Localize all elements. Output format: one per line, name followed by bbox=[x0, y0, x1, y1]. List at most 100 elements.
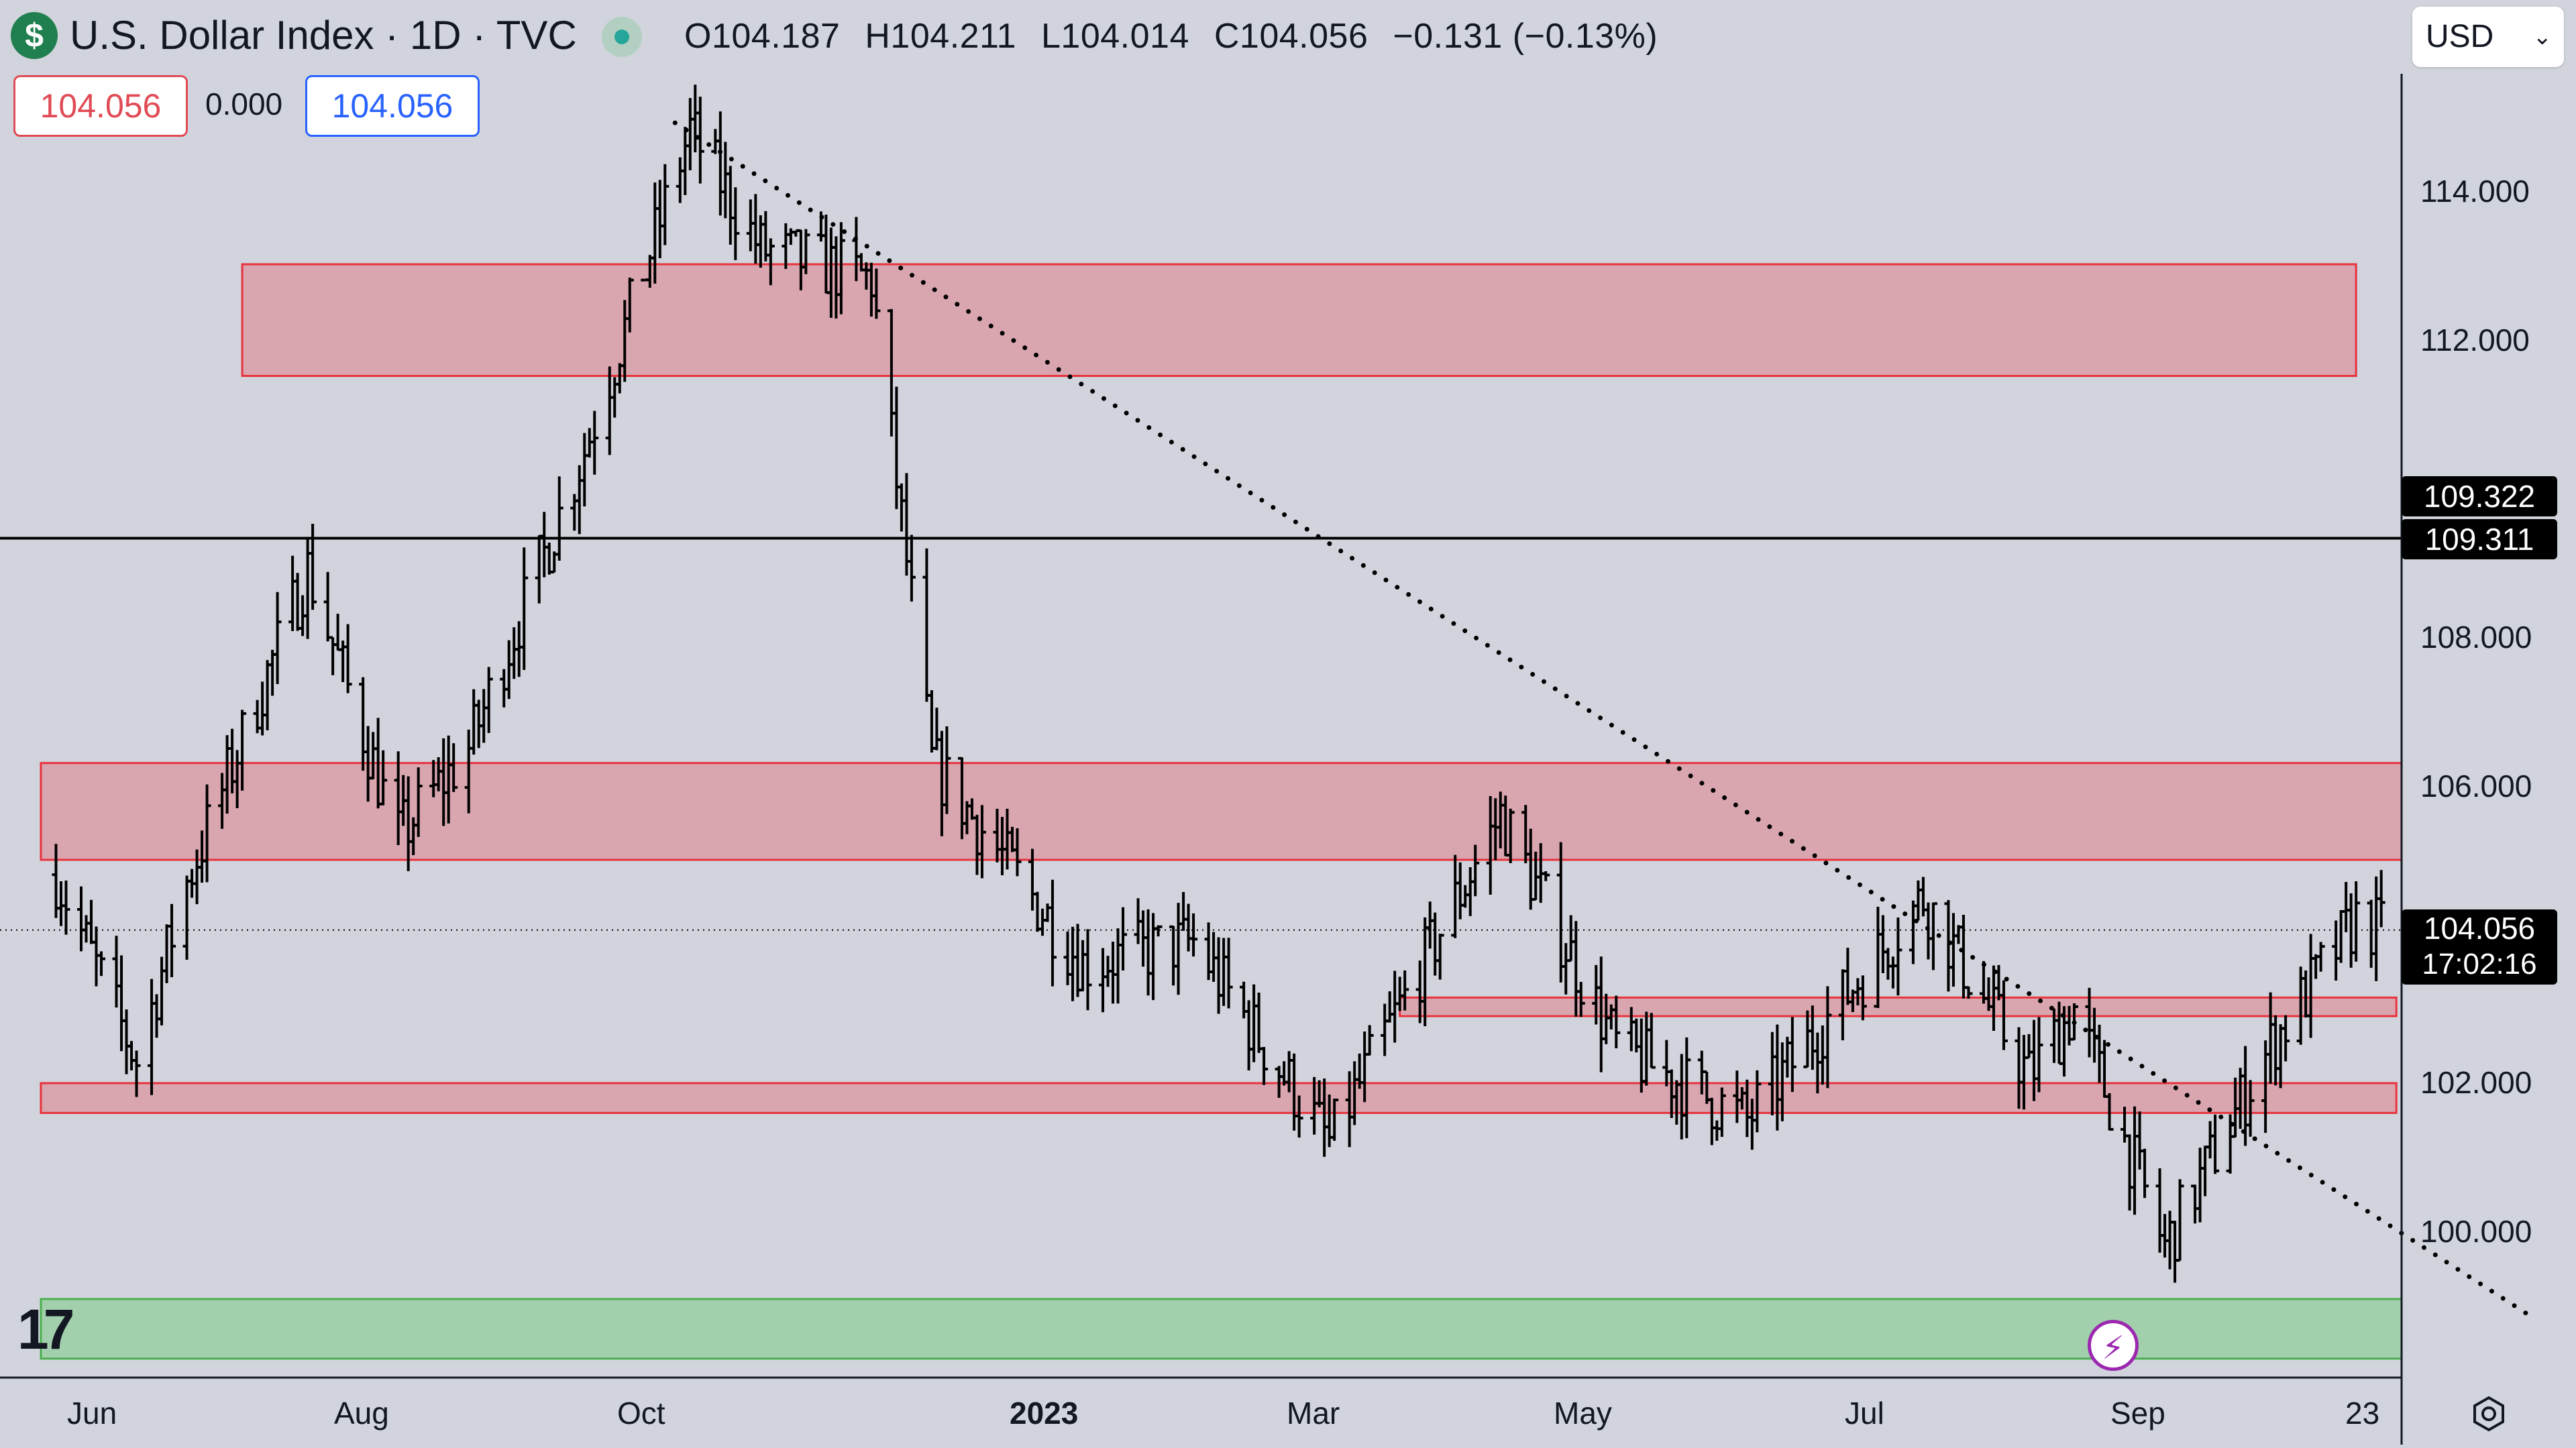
ohlc-bar bbox=[892, 386, 901, 510]
ohlc-bar bbox=[148, 979, 156, 1095]
time-tick: Mar bbox=[1287, 1396, 1340, 1431]
ohlc-bar bbox=[117, 955, 126, 1052]
ohlc-bar bbox=[1909, 900, 1917, 964]
ohlc-bar bbox=[1169, 925, 1178, 986]
hline-price-label[interactable]: 109.322 bbox=[2402, 476, 2557, 516]
ohlc-bar bbox=[132, 1050, 141, 1097]
settings-icon[interactable] bbox=[2469, 1394, 2509, 1434]
ohlc-bar bbox=[1924, 902, 1933, 960]
ohlc-bar bbox=[2316, 942, 2325, 972]
currency-select[interactable]: USD ⌄ bbox=[2412, 7, 2564, 67]
ohlc-bar bbox=[1254, 992, 1263, 1053]
ohlc-bar bbox=[1713, 1120, 1721, 1141]
ohlc-bar bbox=[1929, 902, 1937, 970]
ohlc-bar bbox=[922, 548, 931, 702]
ohlc-bar bbox=[1788, 1017, 1796, 1093]
ohlc-bar bbox=[1391, 970, 1399, 1043]
ohlc-bar bbox=[1184, 903, 1193, 952]
ohlc-bar bbox=[1224, 938, 1233, 1009]
ohlc-bar bbox=[1260, 1047, 1269, 1085]
resistance-zone-mid[interactable] bbox=[40, 762, 2403, 861]
ohlc-bar bbox=[575, 465, 584, 535]
ohlc-close: C104.056 bbox=[1214, 17, 1368, 56]
ohlc-bar bbox=[802, 229, 810, 274]
ohlc-bar bbox=[2135, 1111, 2144, 1170]
price-tick: 102.000 bbox=[2420, 1065, 2532, 1100]
ohlc-bar bbox=[580, 433, 589, 507]
trendline[interactable] bbox=[672, 120, 2530, 1317]
ohlc-bar bbox=[122, 1009, 131, 1074]
ohlc-bar bbox=[1466, 867, 1474, 916]
market-status-icon[interactable] bbox=[602, 17, 642, 57]
ohlc-bar bbox=[1576, 981, 1585, 1017]
ohlc-bar bbox=[56, 881, 65, 926]
ohlc-bar bbox=[329, 636, 337, 675]
ohlc-bar bbox=[681, 127, 690, 195]
ohlc-bar bbox=[1073, 924, 1082, 997]
ohlc-bar bbox=[1174, 903, 1183, 995]
ohlc-bar bbox=[504, 640, 513, 700]
tradingview-logo[interactable]: 17 bbox=[17, 1298, 74, 1361]
lightning-icon[interactable]: ⚡ bbox=[2088, 1320, 2139, 1371]
ohlc-bar bbox=[1385, 991, 1394, 1023]
ohlc-bar bbox=[1240, 981, 1248, 1019]
ohlc-bar bbox=[1179, 891, 1188, 931]
ohlc-bar bbox=[1888, 956, 1897, 989]
ohlc-bar bbox=[1099, 948, 1108, 1013]
support-zone-lower[interactable] bbox=[40, 1082, 2398, 1114]
ohlc-bar bbox=[2342, 881, 2351, 932]
ohlc-bar bbox=[2035, 1017, 2043, 1093]
buy-price-button[interactable]: 104.056 bbox=[305, 75, 480, 137]
ohlc-bar bbox=[2201, 1146, 2210, 1196]
resistance-zone-upper[interactable] bbox=[241, 263, 2357, 377]
support-zone-thin[interactable] bbox=[1399, 996, 2398, 1017]
ohlc-bar bbox=[782, 223, 790, 270]
ohlc-bar bbox=[268, 649, 277, 696]
ohlc-bar bbox=[1914, 880, 1923, 921]
ohlc-bar bbox=[1048, 879, 1057, 987]
ohlc-bar bbox=[203, 784, 211, 883]
ohlc-bar bbox=[2155, 1168, 2164, 1253]
ohlc-bar bbox=[932, 708, 941, 750]
ohlc-bar bbox=[625, 277, 634, 333]
ohlc-bar bbox=[837, 222, 845, 315]
ohlc-bar bbox=[2141, 1148, 2149, 1199]
ohlc-bar bbox=[238, 710, 247, 791]
ohlc-bar bbox=[726, 166, 735, 245]
ohlc-bar bbox=[2276, 1024, 2285, 1089]
ohlc-bar bbox=[2312, 954, 2320, 979]
ohlc-bar bbox=[1401, 970, 1409, 1011]
ohlc-bar bbox=[691, 85, 700, 153]
symbol-title[interactable]: U.S. Dollar Index · 1D · TVC bbox=[70, 13, 577, 58]
hline-price-label[interactable]: 109.311 bbox=[2402, 519, 2557, 559]
ohlc-bar bbox=[1069, 926, 1077, 1001]
ohlc-bar bbox=[76, 886, 85, 952]
ohlc-bar bbox=[1013, 828, 1022, 877]
ohlc-bar bbox=[2165, 1211, 2174, 1270]
ohlc-bar bbox=[82, 915, 91, 943]
ohlc-bar bbox=[1033, 891, 1042, 932]
ohlc-bar bbox=[62, 880, 70, 935]
sell-price-button[interactable]: 104.056 bbox=[13, 75, 188, 137]
ohlc-bar bbox=[293, 573, 302, 631]
ohlc-bar bbox=[258, 681, 267, 736]
ohlc-bar bbox=[2206, 1121, 2214, 1159]
ohlc-bar bbox=[2161, 1214, 2169, 1258]
ohlc-bar bbox=[127, 1041, 136, 1070]
ohlc-bar bbox=[1461, 885, 1470, 908]
ohlc-bar bbox=[1566, 915, 1575, 962]
ohlc-bar bbox=[1818, 1025, 1827, 1085]
ohlc-bar bbox=[1682, 1037, 1691, 1138]
ohlc-bar bbox=[1063, 931, 1072, 985]
ohlc-bar bbox=[731, 187, 740, 260]
ohlc-bar bbox=[1456, 862, 1464, 920]
ohlc-bar bbox=[605, 366, 614, 455]
ohlc-bar bbox=[1894, 917, 1902, 996]
ohlc-bar bbox=[2131, 1106, 2139, 1215]
ohlc-bar bbox=[1149, 913, 1158, 1001]
ohlc-bar bbox=[1330, 1099, 1339, 1141]
demand-zone-green[interactable] bbox=[40, 1298, 2403, 1360]
last-price-label[interactable]: 104.056 17:02:16 bbox=[2402, 909, 2557, 985]
